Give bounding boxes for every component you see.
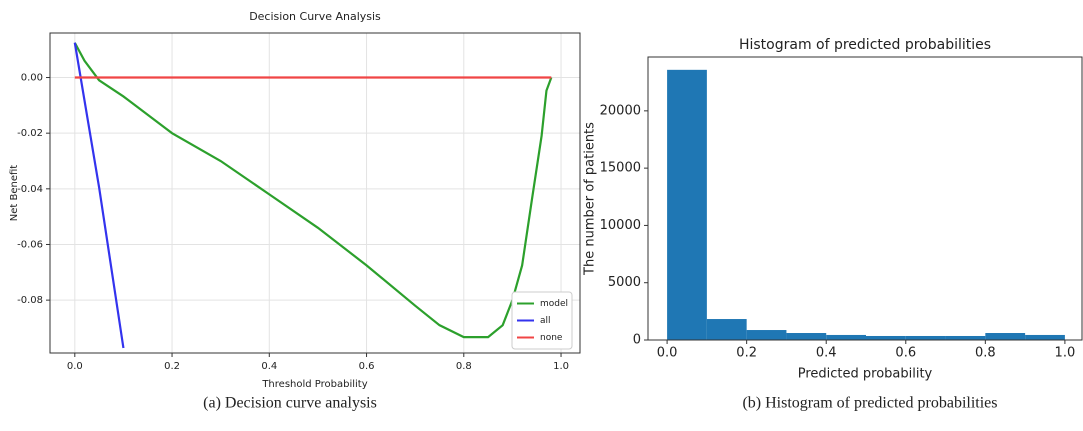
plot-frame <box>647 56 1083 341</box>
x-tick-label: 0.8 <box>975 346 996 361</box>
bar <box>865 335 906 340</box>
bar <box>945 335 986 340</box>
chart-title: Decision Curve Analysis <box>249 10 381 23</box>
x-tick-label: 1.0 <box>1055 346 1076 361</box>
x-tick-label: 0.8 <box>456 361 472 372</box>
x-axis-label: Threshold Probability <box>261 379 367 390</box>
y-tick-label: 0.00 <box>21 73 43 84</box>
bar <box>905 335 946 340</box>
y-tick-label: 10000 <box>600 218 641 233</box>
bar <box>667 69 707 340</box>
caption: (a) Decision curve analysis <box>203 395 377 412</box>
y-tick-label: 5000 <box>608 275 641 290</box>
caption: (b) Histogram of predicted probabilities <box>742 395 997 412</box>
bar <box>746 330 787 340</box>
y-tick-label: 0 <box>633 333 641 348</box>
x-axis-label: Predicted probability <box>798 367 933 382</box>
bar <box>786 333 827 340</box>
legend-label: all <box>540 316 551 326</box>
y-tick-label: -0.04 <box>17 184 43 195</box>
x-tick-label: 0.4 <box>261 361 277 372</box>
legend <box>511 291 573 350</box>
x-tick-label: 0.2 <box>736 346 757 361</box>
x-tick-label: 1.0 <box>553 361 569 372</box>
chart-title: Histogram of predicted probabilities <box>739 37 991 53</box>
y-tick-label: 20000 <box>600 103 641 118</box>
x-tick-label: 0.0 <box>657 346 678 361</box>
y-tick-label: -0.02 <box>17 128 43 139</box>
x-tick-label: 0.0 <box>67 361 83 372</box>
bar <box>826 334 866 340</box>
line <box>73 42 125 349</box>
x-tick-label: 0.4 <box>816 346 837 361</box>
line <box>73 42 553 339</box>
y-axis-label: The number of patients <box>583 122 598 276</box>
legend-label: model <box>540 299 568 309</box>
y-tick-label: -0.08 <box>17 295 43 306</box>
x-tick-label: 0.2 <box>164 361 180 372</box>
y-tick-label: -0.06 <box>17 239 43 250</box>
y-axis-label: Net Benefit <box>9 165 20 222</box>
legend-label: none <box>540 333 563 343</box>
x-tick-label: 0.6 <box>895 346 916 361</box>
y-tick-label: 15000 <box>600 161 641 176</box>
plot-frame <box>49 32 581 354</box>
bar <box>706 319 747 340</box>
x-tick-label: 0.6 <box>359 361 375 372</box>
bar <box>985 333 1026 340</box>
bar <box>1025 334 1065 340</box>
